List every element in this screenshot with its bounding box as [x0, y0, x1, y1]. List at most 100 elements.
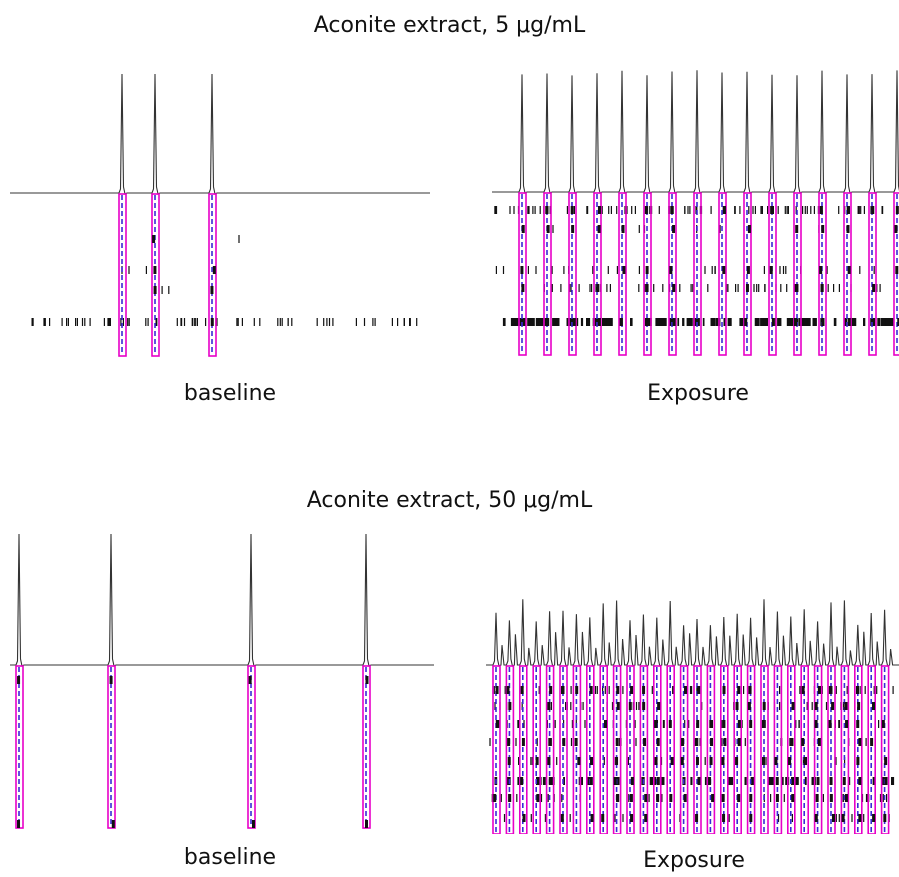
raster-tick	[857, 702, 861, 710]
raster-tick	[527, 206, 529, 214]
raster-tick	[326, 318, 328, 326]
raster-tick	[562, 738, 566, 746]
raster-tick	[661, 794, 663, 802]
raster-tick	[610, 206, 612, 214]
raster-tick	[737, 794, 741, 802]
raster-tick	[826, 266, 828, 274]
raster-tick	[43, 318, 45, 326]
raster-tick	[771, 318, 775, 326]
raster-tick	[846, 225, 850, 233]
raster-tick	[656, 777, 660, 785]
raster-tick	[711, 720, 713, 728]
raster-tick	[790, 318, 793, 326]
raster-tick	[552, 225, 554, 233]
raster-tick	[658, 206, 660, 214]
raster-tick	[863, 206, 865, 214]
raster-tick	[723, 738, 727, 746]
raster-tick	[881, 720, 885, 728]
raster-tick	[156, 318, 158, 326]
raster-tick	[815, 794, 819, 802]
raster-tick	[566, 206, 568, 214]
raster-tick	[842, 702, 845, 710]
raster-tick	[750, 777, 755, 785]
raster-tick	[546, 225, 550, 233]
raster-tick	[670, 206, 674, 214]
raster-tick	[507, 738, 511, 746]
raster-tick	[876, 284, 878, 292]
raster-tick	[727, 284, 729, 292]
raster-tick	[577, 757, 581, 765]
raster-tick	[532, 206, 534, 214]
voltage-trace	[10, 534, 434, 667]
raster-tick	[602, 686, 604, 694]
raster-tick	[692, 284, 694, 292]
raster-tick	[494, 206, 496, 214]
raster-tick	[516, 794, 518, 802]
raster-tick	[769, 266, 773, 274]
raster-tick	[649, 777, 654, 785]
raster-tick	[777, 206, 779, 214]
raster-tick	[536, 794, 540, 802]
raster-tick	[216, 318, 218, 326]
burst-window	[559, 665, 568, 834]
raster-tick	[287, 318, 289, 326]
raster-tick	[241, 318, 243, 326]
raster-tick	[783, 794, 785, 802]
raster-tick	[760, 206, 762, 214]
raster-tick	[67, 318, 69, 326]
raster-tick	[686, 318, 690, 326]
raster-tick	[609, 284, 611, 292]
burst-window	[643, 192, 652, 356]
raster-tick	[697, 686, 701, 694]
raster-tick	[560, 814, 564, 822]
raster-tick	[708, 777, 712, 785]
raster-tick	[858, 814, 862, 822]
caption-50ug-baseline: baseline	[183, 845, 277, 870]
raster-tick	[858, 206, 860, 214]
raster-tick	[590, 814, 594, 822]
raster-tick	[656, 794, 660, 802]
raster-tick	[328, 318, 331, 326]
raster-tick	[196, 318, 198, 326]
raster-tick	[794, 318, 798, 326]
raster-tick	[766, 318, 768, 326]
raster-tick	[595, 284, 597, 292]
raster-tick	[515, 318, 520, 326]
raster-tick	[817, 686, 821, 694]
raster-tick	[122, 318, 124, 326]
raster-tick	[616, 206, 618, 214]
raster-tick	[786, 284, 788, 292]
raster-tick	[103, 318, 105, 326]
raster-tick	[748, 206, 750, 214]
raster-tick	[511, 318, 516, 326]
raster-tick	[689, 686, 692, 694]
raster-tick	[744, 738, 746, 746]
raster-tick	[838, 814, 840, 822]
raster-tick	[838, 284, 840, 292]
burst-window	[626, 665, 635, 834]
raster-tick	[508, 794, 512, 802]
raster-tick	[622, 686, 624, 694]
raster-tick	[721, 720, 723, 728]
burst-window	[568, 192, 577, 356]
raster-tick	[872, 702, 876, 710]
raster-tick	[819, 266, 823, 274]
raster-tick	[704, 266, 706, 274]
raster-tick	[630, 686, 634, 694]
raster-tick	[616, 686, 620, 694]
raster-tick	[870, 738, 874, 746]
raster-tick	[621, 225, 625, 233]
raster-tick	[590, 757, 594, 765]
raster-tick	[722, 686, 726, 694]
raster-tick	[638, 702, 640, 710]
raster-tick	[616, 266, 618, 274]
raster-tick	[571, 720, 573, 728]
raster-tick	[161, 286, 163, 294]
raster-tick	[660, 777, 665, 785]
raster-tick	[821, 318, 825, 326]
raster-tick	[827, 284, 829, 292]
raster-tick	[589, 284, 591, 292]
raster-tick	[548, 777, 552, 785]
raster-tick	[520, 777, 524, 785]
raster-tick	[895, 206, 899, 214]
